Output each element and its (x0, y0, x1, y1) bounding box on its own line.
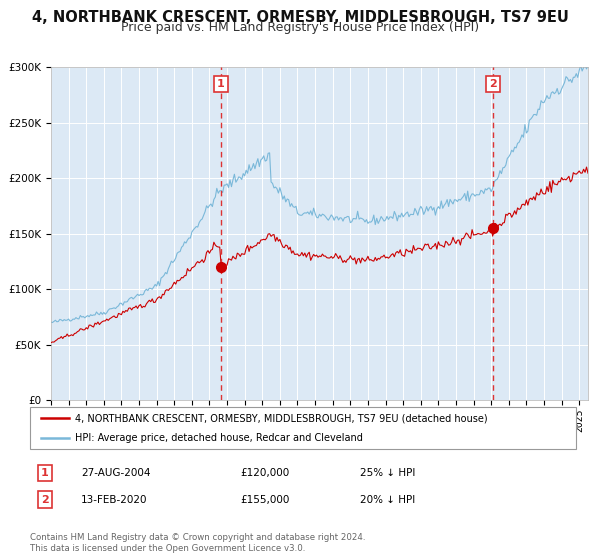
Text: 13-FEB-2020: 13-FEB-2020 (81, 494, 148, 505)
Text: 4, NORTHBANK CRESCENT, ORMESBY, MIDDLESBROUGH, TS7 9EU: 4, NORTHBANK CRESCENT, ORMESBY, MIDDLESB… (32, 10, 568, 25)
Text: 2: 2 (490, 79, 497, 89)
Text: HPI: Average price, detached house, Redcar and Cleveland: HPI: Average price, detached house, Redc… (75, 433, 363, 443)
Text: 20% ↓ HPI: 20% ↓ HPI (360, 494, 415, 505)
Text: 1: 1 (217, 79, 225, 89)
Bar (221, 67, 493, 400)
Text: 1: 1 (41, 468, 49, 478)
Text: £155,000: £155,000 (240, 494, 289, 505)
Text: 25% ↓ HPI: 25% ↓ HPI (360, 468, 415, 478)
Text: 4, NORTHBANK CRESCENT, ORMESBY, MIDDLESBROUGH, TS7 9EU (detached house): 4, NORTHBANK CRESCENT, ORMESBY, MIDDLESB… (75, 413, 488, 423)
Text: 2: 2 (41, 494, 49, 505)
Text: £120,000: £120,000 (240, 468, 289, 478)
Text: 27-AUG-2004: 27-AUG-2004 (81, 468, 151, 478)
Text: Price paid vs. HM Land Registry's House Price Index (HPI): Price paid vs. HM Land Registry's House … (121, 21, 479, 34)
Text: Contains HM Land Registry data © Crown copyright and database right 2024.
This d: Contains HM Land Registry data © Crown c… (30, 533, 365, 553)
